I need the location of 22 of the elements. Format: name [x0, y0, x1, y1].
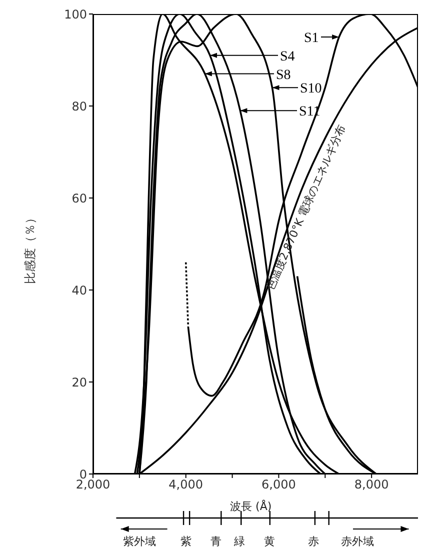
y-tick-label: 100 [64, 7, 87, 22]
y-axis-title: 比感度（％） [23, 212, 37, 284]
x-tick-label: 6,000 [262, 478, 296, 492]
text: 紫 [180, 535, 192, 548]
legend-label: S4 [280, 49, 295, 64]
x-tick-label: 2,000 [76, 478, 110, 492]
y-tick-label: 80 [72, 99, 87, 114]
series-label: S1 [304, 31, 319, 46]
y-tick-label: 20 [72, 375, 87, 390]
text: 紫外域 [122, 535, 156, 548]
legend-label: S8 [276, 68, 291, 83]
y-tick-label: 60 [72, 191, 87, 206]
text: 緑 [232, 535, 245, 548]
y-tick-label: 40 [72, 283, 87, 298]
x-axis-title: 波長 (Å) [230, 499, 272, 513]
x-tick-label: 4,000 [168, 478, 204, 492]
text: 赤 [308, 535, 320, 548]
legend-label: S10 [300, 82, 322, 97]
text: 黄 [264, 535, 275, 548]
text: 赤外域 [341, 535, 374, 548]
text: 青 [210, 535, 222, 548]
x-tick-label: 8,000 [354, 478, 389, 492]
